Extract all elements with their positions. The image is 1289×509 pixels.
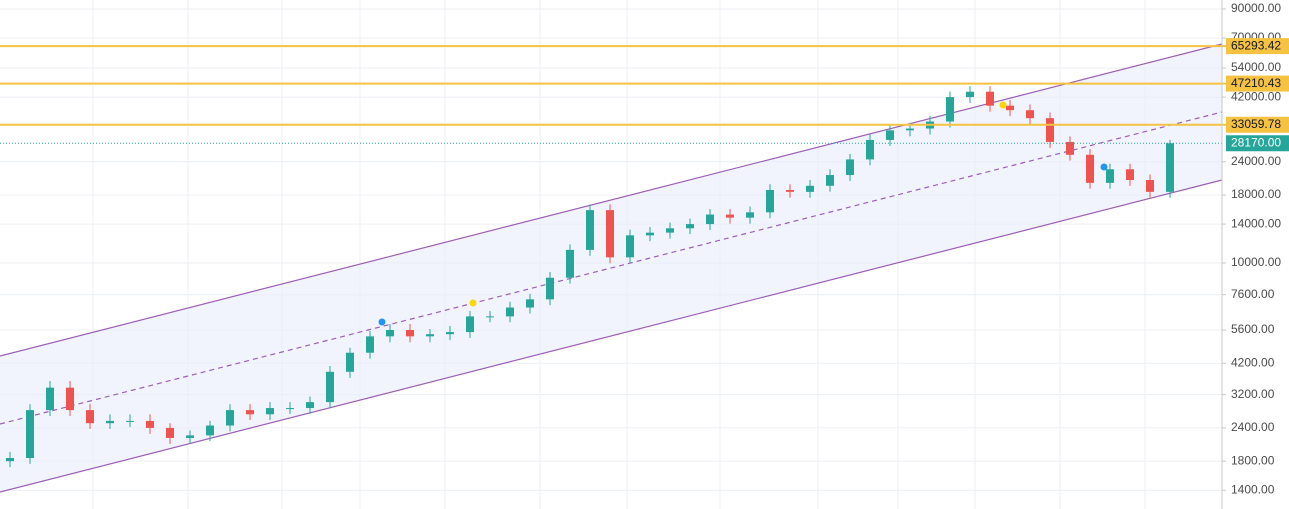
candle-body xyxy=(566,249,574,278)
level-label: 47210.43 xyxy=(1231,76,1281,90)
channel-mid xyxy=(0,111,1223,425)
candle-body xyxy=(786,190,794,192)
candle-body xyxy=(406,329,414,337)
plot xyxy=(0,45,1289,468)
candle-body xyxy=(86,410,94,424)
candle-body xyxy=(1126,169,1134,181)
y-tick-label: 1800.00 xyxy=(1231,453,1275,467)
candle-body xyxy=(26,410,34,459)
axis-labels: 1400.00 1800.00 2400.00 3200.00 4200.00 5600.… xyxy=(1222,1,1289,496)
candle-body xyxy=(386,329,394,337)
candle-body xyxy=(1006,105,1014,111)
candle-body xyxy=(286,408,294,410)
y-tick-label: 90000.00 xyxy=(1231,1,1281,15)
candle-body xyxy=(946,97,954,122)
level-label-bg xyxy=(1226,38,1289,55)
candle-body xyxy=(206,425,214,436)
candle-body xyxy=(426,334,434,337)
candle-body xyxy=(466,316,474,333)
last-price-label: 28170.00 xyxy=(1231,135,1281,149)
candle-body xyxy=(846,159,854,176)
y-tick-label: 18000.00 xyxy=(1231,187,1281,201)
marker xyxy=(469,299,477,307)
candle-body xyxy=(526,299,534,308)
candle-body xyxy=(326,371,334,403)
candle-body xyxy=(1086,154,1094,183)
candle-body xyxy=(486,316,494,318)
candle-body xyxy=(6,458,14,462)
candle-body xyxy=(306,402,314,409)
level-label: 65293.42 xyxy=(1231,38,1281,52)
last-price-bg xyxy=(1226,135,1289,152)
candle-body xyxy=(1146,180,1154,192)
candle-body xyxy=(686,224,694,229)
candle-body xyxy=(1026,110,1034,119)
candle-body xyxy=(906,128,914,131)
candle-body xyxy=(866,139,874,160)
candle-body xyxy=(1046,118,1054,142)
candle-body xyxy=(106,420,114,424)
y-tick-label: 4200.00 xyxy=(1231,355,1275,369)
candle-body xyxy=(646,232,654,236)
marker xyxy=(999,101,1007,109)
candle-body xyxy=(66,387,74,411)
candle-body xyxy=(186,435,194,438)
y-tick-label: 10000.00 xyxy=(1231,255,1281,269)
candle-body xyxy=(986,91,994,106)
candle-body xyxy=(826,175,834,186)
candle-body xyxy=(46,387,54,411)
candle-body xyxy=(626,235,634,258)
candle-body xyxy=(806,185,814,192)
y-tick-label: 42000.00 xyxy=(1231,89,1281,103)
candle-body xyxy=(506,307,514,317)
candle-body xyxy=(606,210,614,258)
y-tick-label: 5600.00 xyxy=(1231,322,1275,336)
candle-body xyxy=(366,336,374,353)
candle-body xyxy=(886,130,894,140)
candle-body xyxy=(746,212,754,218)
candle-body xyxy=(706,214,714,225)
candle-body xyxy=(166,427,174,438)
candle-body xyxy=(766,190,774,213)
candle-body xyxy=(726,214,734,218)
marker xyxy=(378,318,386,326)
y-tick-label: 54000.00 xyxy=(1231,60,1281,74)
candle-body xyxy=(226,410,234,426)
y-tick-label: 1400.00 xyxy=(1231,482,1275,496)
marker xyxy=(1100,163,1108,171)
candle-body xyxy=(246,410,254,415)
channel-upper xyxy=(0,43,1223,357)
candle-body xyxy=(266,408,274,415)
candle-body xyxy=(1106,169,1114,183)
candle-body xyxy=(666,228,674,233)
y-tick-label: 14000.00 xyxy=(1231,216,1281,230)
candle-body xyxy=(126,420,134,422)
candle-body xyxy=(446,332,454,335)
level-label-bg xyxy=(1226,75,1289,92)
level-label: 33059.78 xyxy=(1231,117,1281,131)
candle-body xyxy=(586,210,594,250)
y-tick-label: 7600.00 xyxy=(1231,287,1275,301)
candle-body xyxy=(1166,143,1174,192)
candle-body xyxy=(346,352,354,372)
candle-body xyxy=(546,277,554,300)
candle-body xyxy=(1066,141,1074,155)
y-tick-label: 2400.00 xyxy=(1231,420,1275,434)
channel-lower xyxy=(0,179,1223,493)
y-tick-label: 3200.00 xyxy=(1231,387,1275,401)
candle-body xyxy=(146,420,154,428)
y-tick-label: 24000.00 xyxy=(1231,154,1281,168)
candle-body xyxy=(966,91,974,98)
level-label-bg xyxy=(1226,116,1289,133)
